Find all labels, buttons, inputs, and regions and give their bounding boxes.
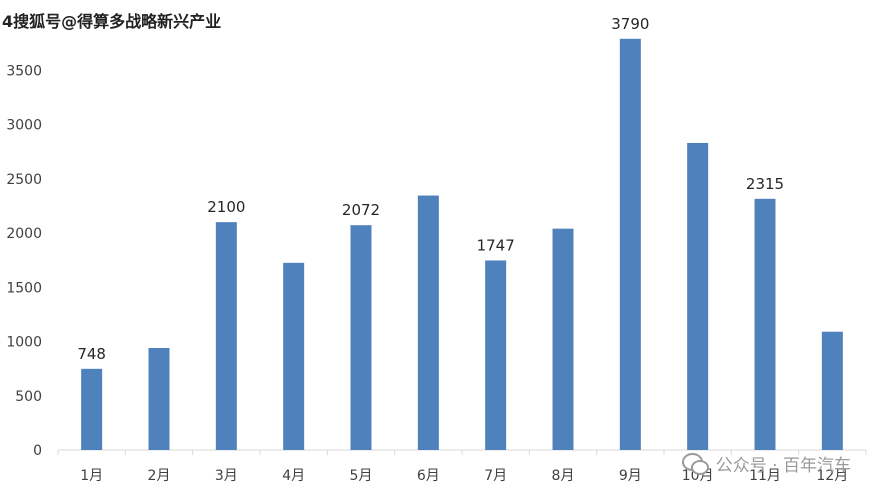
x-tick-label: 9月	[619, 468, 642, 484]
bar	[350, 225, 372, 450]
y-tick-label: 3000	[6, 118, 42, 134]
y-tick-label: 2500	[6, 172, 42, 188]
x-tick-label: 3月	[215, 468, 238, 484]
bar	[552, 228, 574, 450]
y-tick-label: 2000	[6, 226, 42, 242]
x-tick-label: 7月	[484, 468, 507, 484]
bar	[754, 198, 776, 450]
bar	[148, 348, 170, 450]
data-label: 2315	[746, 175, 784, 193]
data-label: 3790	[611, 15, 649, 33]
y-tick-label: 1000	[6, 335, 42, 351]
bar	[687, 142, 709, 450]
x-tick-label: 8月	[552, 468, 575, 484]
y-tick-label: 0	[33, 443, 42, 459]
data-label: 748	[77, 345, 106, 363]
x-tick-label: 11月	[749, 468, 781, 484]
bar	[283, 262, 305, 450]
data-label: 2072	[342, 201, 380, 219]
wechat-icon	[681, 452, 709, 475]
x-tick-label: 12月	[816, 468, 848, 484]
bar	[619, 38, 641, 450]
x-tick-label: 4月	[282, 468, 305, 484]
y-tick-label: 1500	[6, 280, 42, 296]
y-tick-label: 3500	[6, 63, 42, 79]
bar	[821, 331, 843, 450]
bar	[417, 195, 439, 450]
watermark-bottom: 公众号 · 百年汽车	[681, 451, 851, 476]
bar	[485, 260, 507, 450]
data-label: 1747	[477, 236, 515, 254]
y-tick-label: 500	[15, 389, 42, 405]
watermark-bottom-text: 公众号 · 百年汽车	[715, 456, 851, 476]
x-tick-label: 1月	[80, 468, 103, 484]
watermark-top: 4搜狐号@得算多战略新兴产业	[2, 12, 222, 31]
data-label: 2100	[207, 198, 245, 216]
bar	[81, 368, 103, 450]
bar	[215, 222, 237, 450]
x-tick-label: 5月	[350, 468, 373, 484]
x-tick-label: 6月	[417, 468, 440, 484]
x-tick-label: 2月	[148, 468, 171, 484]
